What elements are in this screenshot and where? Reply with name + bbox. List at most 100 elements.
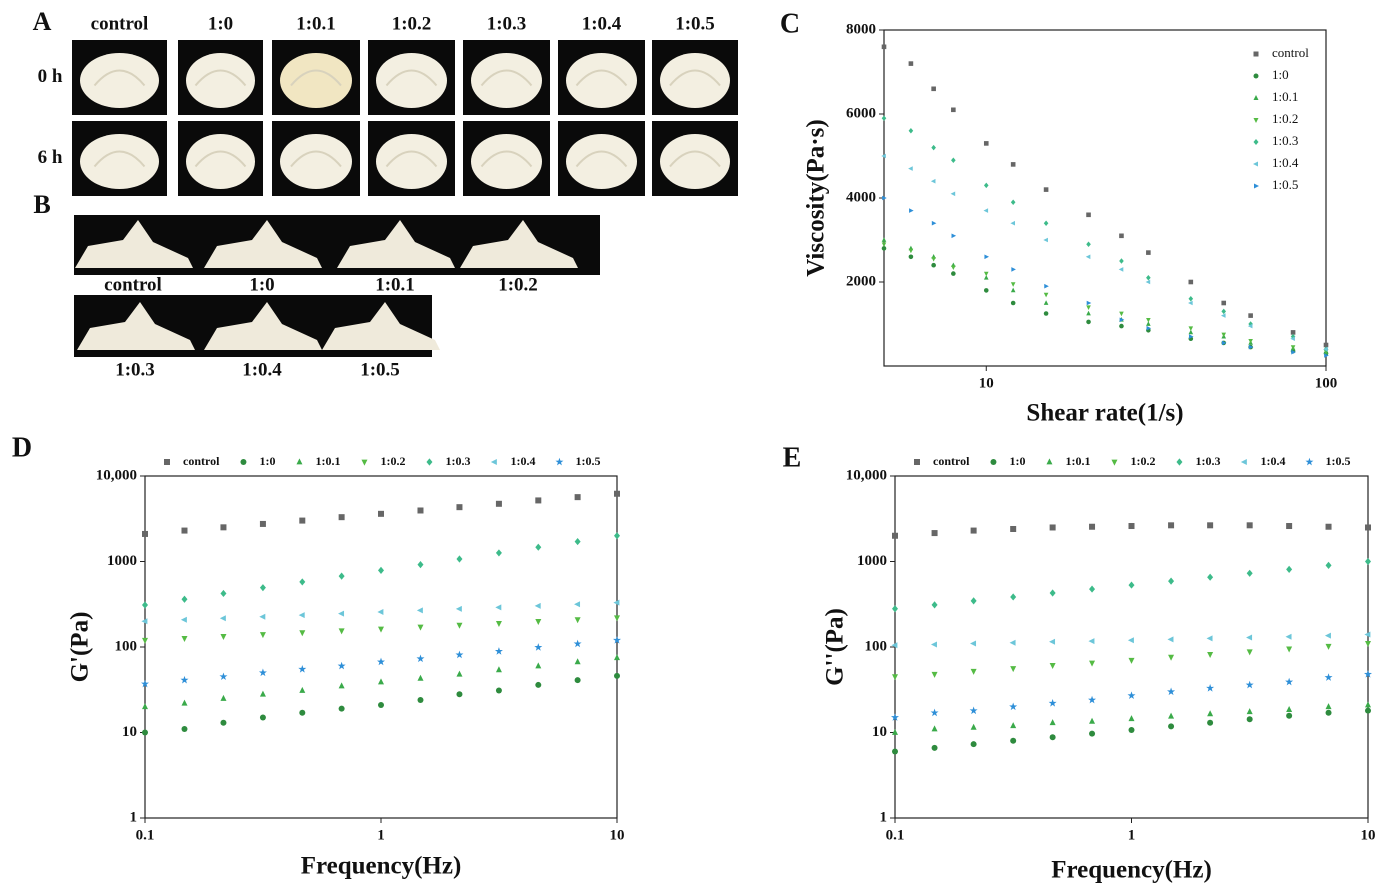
data-point	[1246, 649, 1253, 656]
data-point	[1009, 702, 1018, 711]
data-point	[931, 262, 936, 268]
data-point	[417, 560, 424, 569]
data-point	[1089, 717, 1096, 724]
data-point	[338, 572, 345, 580]
row-label: 6 h	[38, 147, 63, 168]
data-point	[1011, 267, 1016, 272]
data-point	[970, 668, 977, 675]
y-tick-label: 10,000	[846, 467, 887, 483]
data-point	[141, 618, 148, 625]
data-point	[456, 691, 463, 698]
y-tick-label: 10	[872, 724, 887, 740]
data-point	[220, 719, 227, 726]
data-point	[378, 701, 384, 708]
data-point	[456, 670, 463, 677]
data-point	[495, 549, 502, 557]
data-point	[951, 107, 956, 113]
data-point	[951, 157, 956, 163]
cream-slice	[337, 220, 455, 268]
data-point	[931, 671, 938, 678]
data-point	[931, 144, 936, 151]
data-point	[259, 584, 266, 592]
data-point	[1044, 283, 1049, 289]
data-point	[1043, 220, 1049, 226]
cream-swirl	[290, 150, 342, 168]
y-tick-label: 10	[122, 724, 137, 740]
data-point	[1325, 703, 1332, 710]
data-point	[1291, 349, 1296, 355]
whipped-cream	[80, 53, 159, 108]
data-point	[1221, 340, 1227, 346]
data-point	[1128, 657, 1135, 664]
data-point	[534, 602, 541, 609]
data-point	[259, 613, 266, 620]
data-point	[881, 153, 886, 159]
data-point	[970, 741, 977, 748]
data-point	[495, 666, 502, 673]
data-point	[892, 674, 898, 681]
data-point	[417, 624, 424, 631]
data-point	[892, 748, 898, 755]
legend-marker	[914, 459, 920, 465]
data-point	[1365, 707, 1371, 714]
data-point	[378, 510, 384, 517]
data-point	[1049, 589, 1056, 597]
x-tick-label: 10	[979, 375, 994, 391]
data-point	[142, 729, 148, 736]
data-point	[535, 543, 542, 551]
legend-marker	[1253, 161, 1258, 167]
y-tick-label: 8000	[846, 21, 876, 37]
data-point	[219, 615, 226, 622]
data-point	[1247, 323, 1253, 329]
whipped-cream	[660, 134, 730, 189]
cream-slice	[460, 220, 578, 268]
row-label: 0 h	[38, 66, 63, 87]
legend-marker	[555, 457, 564, 466]
data-point	[1010, 722, 1017, 729]
y-axis-label: G''(Pa)	[822, 608, 849, 686]
section-label: 1:0	[249, 274, 274, 295]
data-point	[1207, 522, 1214, 529]
data-point	[1086, 212, 1091, 218]
data-point	[220, 694, 227, 701]
data-point	[970, 640, 977, 647]
data-point	[1285, 677, 1294, 686]
data-point	[892, 532, 898, 539]
data-point	[1168, 723, 1175, 730]
y-tick-label: 100	[865, 638, 888, 654]
data-point	[337, 661, 346, 670]
data-point	[494, 647, 503, 655]
cream-swirl	[669, 150, 721, 168]
data-point	[495, 620, 502, 627]
data-point	[891, 642, 898, 649]
legend-label: 1:0	[259, 454, 275, 468]
cream-swirl	[385, 150, 438, 168]
data-point	[1290, 345, 1296, 350]
column-label: 1:0.1	[296, 13, 336, 34]
legend-marker	[1253, 73, 1259, 79]
data-point	[1085, 254, 1091, 260]
data-point	[931, 725, 938, 732]
legend-label: 1:0.1	[1272, 89, 1298, 104]
data-point	[881, 115, 887, 121]
data-point	[142, 601, 148, 609]
data-point	[1286, 712, 1293, 719]
data-point	[1146, 275, 1151, 281]
legend-label: control	[1272, 45, 1309, 60]
data-point	[574, 537, 581, 546]
data-point	[180, 675, 189, 684]
data-point	[416, 607, 423, 614]
data-point	[181, 527, 188, 534]
column-label: 1:0.3	[487, 13, 527, 34]
y-tick-label: 1000	[107, 553, 137, 569]
data-point	[1246, 708, 1253, 715]
data-point	[931, 601, 938, 609]
data-point	[1245, 680, 1254, 689]
data-point	[259, 690, 266, 697]
legend-marker	[164, 459, 170, 465]
data-point	[220, 589, 227, 598]
data-point	[377, 657, 385, 666]
legend-label: 1:0.3	[445, 454, 470, 468]
whipped-cream	[566, 134, 637, 189]
